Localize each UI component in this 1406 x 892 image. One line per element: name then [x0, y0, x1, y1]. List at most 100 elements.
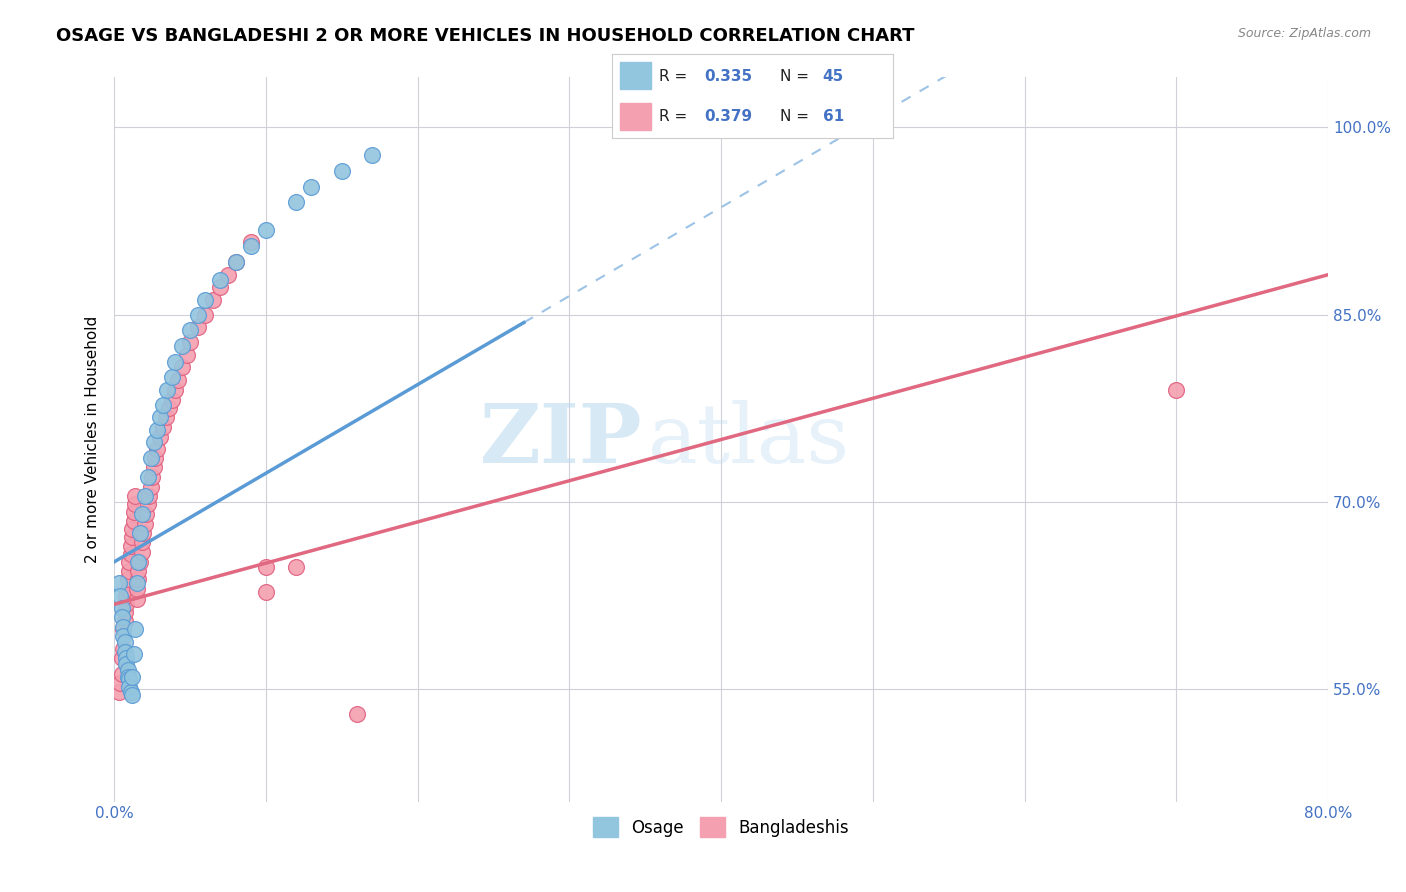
- Text: ZIP: ZIP: [479, 400, 643, 480]
- Legend: Osage, Bangladeshis: Osage, Bangladeshis: [586, 810, 856, 844]
- Point: [124, 622, 146, 636]
- Point: [121, 522, 143, 536]
- Point: [111, 601, 134, 615]
- Point: [167, 373, 190, 387]
- Point: [136, 498, 159, 512]
- Point: [117, 670, 139, 684]
- Point: [285, 559, 308, 574]
- Point: [118, 672, 141, 686]
- Point: [107, 576, 129, 591]
- Point: [114, 634, 136, 648]
- Point: [179, 323, 201, 337]
- Point: [117, 582, 139, 597]
- Point: [239, 235, 262, 250]
- Point: [142, 435, 165, 450]
- Point: [145, 423, 167, 437]
- Point: [127, 564, 149, 578]
- Text: R =: R =: [659, 69, 693, 84]
- Point: [117, 664, 139, 678]
- Point: [285, 195, 308, 210]
- Text: OSAGE VS BANGLADESHI 2 OR MORE VEHICLES IN HOUSEHOLD CORRELATION CHART: OSAGE VS BANGLADESHI 2 OR MORE VEHICLES …: [56, 27, 915, 45]
- Point: [107, 684, 129, 698]
- Point: [346, 707, 368, 722]
- Point: [138, 489, 160, 503]
- Point: [179, 335, 201, 350]
- Point: [152, 398, 174, 412]
- Point: [239, 239, 262, 253]
- Point: [209, 280, 232, 294]
- Point: [112, 620, 135, 634]
- Text: atlas: atlas: [648, 400, 851, 480]
- Text: N =: N =: [780, 109, 814, 124]
- Bar: [620, 103, 651, 130]
- Text: 45: 45: [823, 69, 844, 84]
- Point: [254, 223, 277, 237]
- Text: 61: 61: [823, 109, 844, 124]
- Point: [134, 517, 156, 532]
- Point: [225, 255, 247, 269]
- Point: [217, 268, 239, 282]
- Point: [254, 559, 277, 574]
- Point: [111, 651, 134, 665]
- Point: [111, 609, 134, 624]
- Point: [127, 555, 149, 569]
- Point: [225, 255, 247, 269]
- Point: [141, 470, 163, 484]
- Point: [194, 293, 217, 307]
- Point: [163, 355, 186, 369]
- Point: [115, 597, 138, 611]
- Point: [118, 680, 141, 694]
- Point: [117, 572, 139, 586]
- Point: [121, 530, 143, 544]
- Bar: [620, 62, 651, 89]
- Point: [110, 589, 132, 603]
- Point: [1166, 383, 1188, 397]
- Point: [160, 392, 183, 407]
- Point: [122, 647, 145, 661]
- Point: [172, 339, 194, 353]
- Point: [152, 420, 174, 434]
- Point: [124, 498, 146, 512]
- Point: [209, 273, 232, 287]
- Point: [145, 442, 167, 457]
- Point: [139, 480, 162, 494]
- Point: [136, 470, 159, 484]
- Point: [194, 308, 217, 322]
- Point: [114, 645, 136, 659]
- Point: [131, 508, 153, 522]
- Point: [114, 614, 136, 628]
- Point: [110, 676, 132, 690]
- Point: [163, 383, 186, 397]
- Point: [120, 539, 142, 553]
- Point: [172, 360, 194, 375]
- Point: [120, 547, 142, 561]
- Point: [129, 526, 152, 541]
- Point: [149, 430, 172, 444]
- Point: [114, 605, 136, 619]
- Text: Source: ZipAtlas.com: Source: ZipAtlas.com: [1237, 27, 1371, 40]
- Point: [125, 592, 148, 607]
- Point: [361, 148, 384, 162]
- Point: [155, 410, 177, 425]
- Point: [187, 320, 209, 334]
- Point: [132, 526, 155, 541]
- Point: [129, 555, 152, 569]
- Point: [330, 164, 353, 178]
- Text: 0.379: 0.379: [704, 109, 752, 124]
- Text: R =: R =: [659, 109, 693, 124]
- Point: [118, 564, 141, 578]
- Point: [112, 628, 135, 642]
- Point: [118, 555, 141, 569]
- Point: [135, 508, 157, 522]
- Y-axis label: 2 or more Vehicles in Household: 2 or more Vehicles in Household: [86, 316, 100, 563]
- Point: [254, 584, 277, 599]
- Point: [160, 370, 183, 384]
- Point: [131, 545, 153, 559]
- Point: [301, 180, 323, 194]
- Point: [127, 572, 149, 586]
- Point: [125, 576, 148, 591]
- Point: [149, 410, 172, 425]
- Point: [125, 582, 148, 597]
- Point: [112, 622, 135, 636]
- Point: [187, 308, 209, 322]
